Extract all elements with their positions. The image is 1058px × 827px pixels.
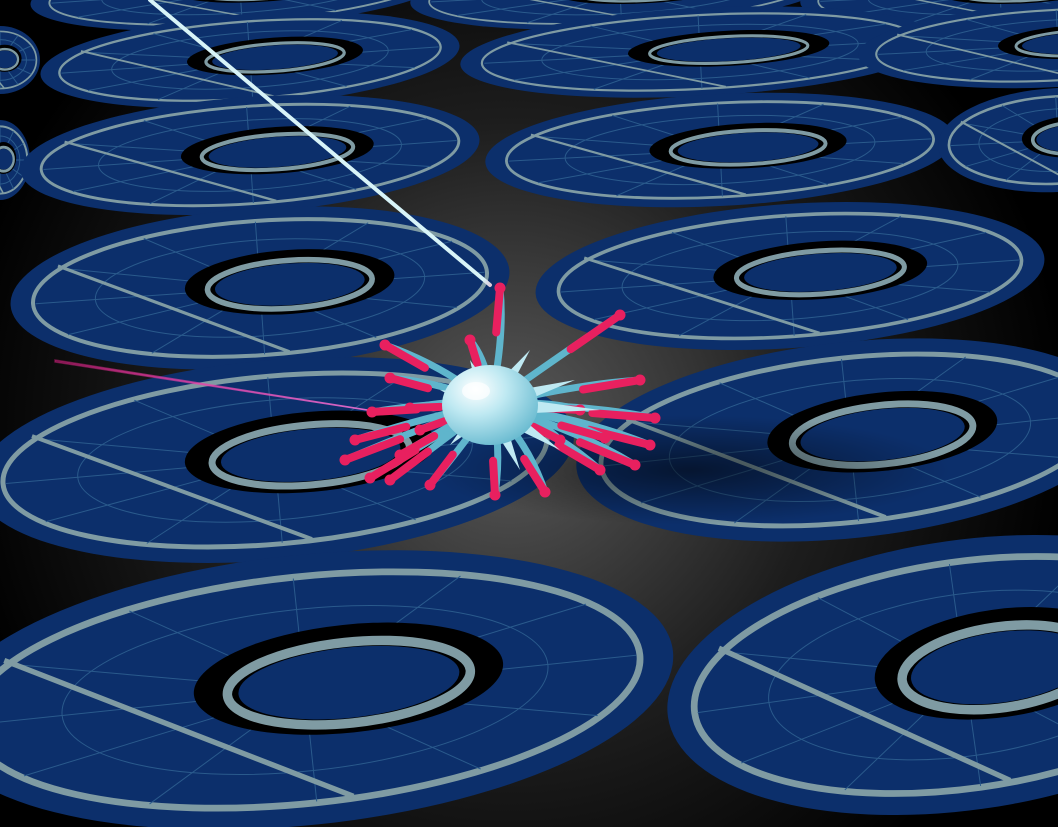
tentacle-tip-knob <box>464 334 476 346</box>
target-disc <box>938 87 1058 193</box>
tentacle-tip <box>386 447 432 484</box>
tentacle-tip-knob <box>489 489 501 501</box>
target-disc <box>858 1 1058 89</box>
tentacle-tip <box>386 374 432 393</box>
creature-body <box>442 365 538 445</box>
tentacle-tip <box>588 409 659 422</box>
tentacle-tip-knob <box>404 402 416 414</box>
target-disc <box>0 26 40 94</box>
target-disc <box>10 206 510 370</box>
tentacle-tip-knob <box>649 412 661 424</box>
creature-highlight <box>462 382 490 400</box>
tentacle-tip-knob <box>554 434 566 446</box>
tentacle-tip-knob <box>384 372 396 384</box>
tentacle-tip <box>396 432 439 459</box>
tentacle-tip-knob <box>539 486 551 498</box>
target-disc <box>485 92 955 208</box>
tentacle-tip-knob <box>494 282 506 294</box>
tentacle-tip-knob <box>384 474 396 486</box>
tentacle-tip <box>426 450 457 489</box>
target-disc <box>0 550 674 827</box>
tentacle-tip <box>520 454 549 496</box>
tether-beam-pink <box>54 359 381 413</box>
tentacle-tip-knob <box>614 309 626 321</box>
tentacle-tip <box>579 376 644 394</box>
tentacle-tip <box>566 311 624 354</box>
target-disc <box>40 11 460 109</box>
tentacle-tip <box>341 435 405 464</box>
tentacle-tip-knob <box>364 472 376 484</box>
tentacle-tip-knob <box>424 479 436 491</box>
tentacle-tip-knob <box>634 374 646 386</box>
target-disc <box>20 94 480 216</box>
tentacle-tip <box>492 284 504 337</box>
tentacle-tip <box>554 441 604 474</box>
target-disc <box>667 534 1058 816</box>
tentacle-tip-knob <box>379 339 391 351</box>
tentacle-tip <box>351 422 411 444</box>
tentacle-tip <box>381 341 429 372</box>
target-disc <box>535 202 1045 350</box>
tentacle-tip-knob <box>644 439 656 451</box>
tentacle-tip <box>557 421 609 442</box>
tentacle-tip <box>575 438 639 469</box>
tentacle-tip-knob <box>339 454 351 466</box>
tentacle-tip-knob <box>594 464 606 476</box>
tether-beam-light <box>148 0 492 287</box>
tentacle-tip <box>489 456 499 499</box>
tentacle-tip-knob <box>349 434 361 446</box>
tentacle-tip-knob <box>366 406 378 418</box>
spiky-creature <box>339 282 661 501</box>
tentacle-tip-knob <box>414 424 426 436</box>
tentacle-tip-knob <box>599 432 611 444</box>
tentacle-tip-knob <box>629 459 641 471</box>
tentacle-tip-knob <box>394 449 406 461</box>
